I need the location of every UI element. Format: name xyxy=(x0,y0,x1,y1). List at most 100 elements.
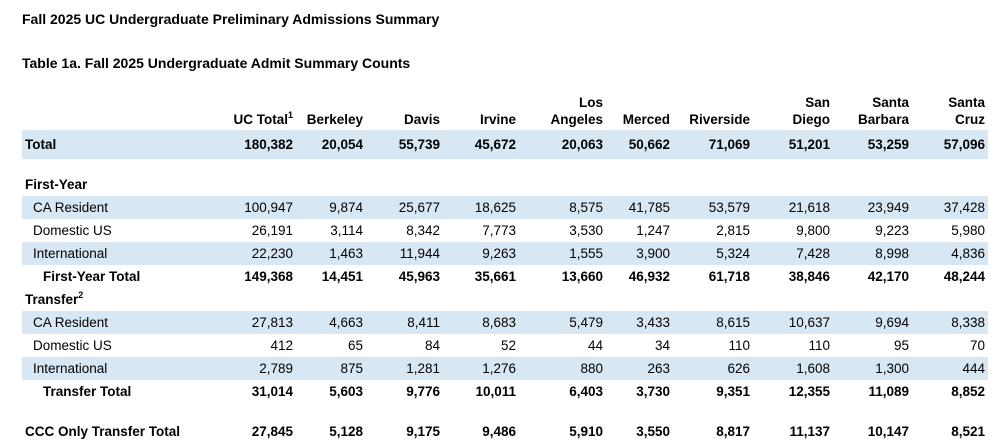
cell-international-los-angeles: 1,555 xyxy=(569,246,603,261)
row-label: First-Year Total xyxy=(43,269,141,284)
cell-transfer-total-santa-cruz: 8,852 xyxy=(951,384,985,399)
cell-domestic-us-santa-cruz: 5,980 xyxy=(951,223,985,238)
cell-international-santa-cruz: 444 xyxy=(962,361,985,376)
cell-transfer-total-uc-total: 31,014 xyxy=(251,384,293,399)
spacer-row xyxy=(22,403,988,417)
cell-domestic-us-santa-barbara: 9,223 xyxy=(875,223,909,238)
cell-ca-resident-irvine: 8,683 xyxy=(482,315,516,330)
cell-transfer-total-irvine: 10,011 xyxy=(475,384,516,399)
cell-domestic-us-berkeley: 3,114 xyxy=(330,223,363,238)
spacer-row xyxy=(22,159,988,173)
cell-transfer-total-san-diego: 12,355 xyxy=(788,384,830,399)
cell-international-santa-barbara: 1,300 xyxy=(875,361,909,376)
table-row-6-first-year-total: First-Year Total 149,368 14,451 45,963 35,66… xyxy=(22,265,988,288)
row-label: Transfer Total xyxy=(43,384,132,399)
cell-first-year-total-uc-total: 149,368 xyxy=(244,269,293,284)
column-header-santa-cruz: Santa Cruz xyxy=(948,95,985,127)
cell-ca-resident-uc-total: 100,947 xyxy=(244,200,293,215)
cell-international-davis: 1,281 xyxy=(406,361,440,376)
cell-transfer-total-santa-barbara: 11,089 xyxy=(868,384,909,399)
table-row-3-ca-resident: CA Resident 100,947 9,874 25,677 18,625 8,575… xyxy=(22,196,988,219)
cell-ca-resident-san-diego: 10,637 xyxy=(788,315,830,330)
cell-international-san-diego: 7,428 xyxy=(796,246,830,261)
cell-first-year-total-davis: 45,963 xyxy=(398,269,440,284)
cell-ca-resident-uc-total: 27,813 xyxy=(251,315,293,330)
cell-international-san-diego: 1,608 xyxy=(796,361,830,376)
column-header-santa-barbara: Santa Barbara xyxy=(857,95,909,127)
cell-international-riverside: 5,324 xyxy=(716,246,750,261)
cell-transfer-total-riverside: 9,351 xyxy=(716,384,750,399)
row-label: First-Year xyxy=(25,177,88,192)
cell-domestic-us-merced: 1,247 xyxy=(636,223,670,238)
cell-domestic-us-san-diego: 110 xyxy=(808,338,830,353)
table-row-4-domestic-us: Domestic US 26,191 3,114 8,342 7,773 3,530 1,2… xyxy=(22,219,988,242)
table-row-8-ca-resident: CA Resident 27,813 4,663 8,411 8,683 5,479 3,4… xyxy=(22,311,988,334)
cell-ca-resident-santa-barbara: 23,949 xyxy=(867,200,909,215)
cell-ccc-only-transfer-total-uc-total: 27,845 xyxy=(251,424,293,439)
cell-first-year-total-santa-barbara: 42,170 xyxy=(867,269,909,284)
cell-domestic-us-irvine: 7,773 xyxy=(482,223,516,238)
table-header: UC Total1 Berkeley Davis Irvine Los Angeles M… xyxy=(22,91,988,130)
cell-domestic-us-santa-barbara: 95 xyxy=(893,338,909,353)
table-row-11-transfer-total: Transfer Total 31,014 5,603 9,776 10,011 6,40… xyxy=(22,380,988,403)
cell-ca-resident-riverside: 8,615 xyxy=(716,315,750,330)
table-title: Table 1a. Fall 2025 Undergraduate Admit … xyxy=(22,55,411,71)
row-label: Domestic US xyxy=(33,338,112,353)
cell-domestic-us-los-angeles: 3,530 xyxy=(569,223,603,238)
cell-ccc-only-transfer-total-irvine: 9,486 xyxy=(482,424,516,439)
cell-ca-resident-santa-barbara: 9,694 xyxy=(875,315,909,330)
footnote-marker: 1 xyxy=(287,109,293,120)
header-label-spacer xyxy=(22,91,214,130)
cell-transfer-total-davis: 9,776 xyxy=(406,384,440,399)
cell-domestic-us-uc-total: 412 xyxy=(270,338,293,353)
cell-domestic-us-san-diego: 9,800 xyxy=(796,223,830,238)
spacer-cell xyxy=(22,159,988,173)
table-row-10-international: International 2,789 875 1,281 1,276 880 263 626… xyxy=(22,357,988,380)
cell-international-uc-total: 22,230 xyxy=(251,246,293,261)
column-header-davis: Davis xyxy=(403,112,440,127)
cell-ca-resident-davis: 25,677 xyxy=(398,200,440,215)
cell-domestic-us-santa-cruz: 70 xyxy=(969,338,985,353)
cell-international-berkeley: 1,463 xyxy=(329,246,363,261)
cell-first-year-total-san-diego: 38,846 xyxy=(788,269,830,284)
cell-ca-resident-berkeley: 9,874 xyxy=(329,200,363,215)
cell-ca-resident-irvine: 18,625 xyxy=(474,200,516,215)
cell-ccc-only-transfer-total-santa-cruz: 8,521 xyxy=(951,424,985,439)
row-label: CCC Only Transfer Total xyxy=(25,424,181,439)
table-row-0-total: Total 180,382 20,054 55,739 45,672 20,063 50,6… xyxy=(22,130,988,159)
cell-total-uc-total: 180,382 xyxy=(244,137,293,152)
row-label: International xyxy=(33,246,108,261)
cell-domestic-us-berkeley: 65 xyxy=(347,338,363,353)
cell-transfer-total-los-angeles: 6,403 xyxy=(569,384,603,399)
cell-domestic-us-davis: 8,342 xyxy=(406,223,440,238)
cell-domestic-us-davis: 84 xyxy=(424,338,440,353)
cell-ccc-only-transfer-total-merced: 3,550 xyxy=(636,424,670,439)
cell-domestic-us-riverside: 110 xyxy=(728,338,750,353)
cell-first-year-total-merced: 46,932 xyxy=(628,269,670,284)
cell-international-santa-barbara: 8,998 xyxy=(875,246,909,261)
cell-first-year-total-berkeley: 14,451 xyxy=(321,269,363,284)
column-header-uc-total: UC Total1 xyxy=(233,109,293,127)
column-header-merced: Merced xyxy=(622,112,670,127)
cell-first-year-total-riverside: 61,718 xyxy=(708,269,750,284)
table-row-5-international: International 22,230 1,463 11,944 9,263 1,555… xyxy=(22,242,988,265)
cell-ca-resident-santa-cruz: 8,338 xyxy=(951,315,985,330)
cell-ca-resident-santa-cruz: 37,428 xyxy=(943,200,985,215)
cell-domestic-us-los-angeles: 44 xyxy=(587,338,603,353)
cell-ccc-only-transfer-total-davis: 9,175 xyxy=(406,424,440,439)
header-row: UC Total1 Berkeley Davis Irvine Los Angeles M… xyxy=(22,91,988,130)
table-body: Total 180,382 20,054 55,739 45,672 20,063 50,6… xyxy=(22,130,988,446)
cell-total-san-diego: 51,201 xyxy=(788,137,830,152)
cell-total-merced: 50,662 xyxy=(628,137,670,152)
cell-transfer-total-berkeley: 5,603 xyxy=(329,384,363,399)
cell-ca-resident-riverside: 53,579 xyxy=(708,200,750,215)
cell-international-merced: 263 xyxy=(647,361,670,376)
cell-international-uc-total: 2,789 xyxy=(259,361,293,376)
cell-domestic-us-merced: 34 xyxy=(654,338,670,353)
column-header-berkeley: Berkeley xyxy=(306,112,363,127)
cell-first-year-total-santa-cruz: 48,244 xyxy=(943,269,985,284)
cell-ccc-only-transfer-total-berkeley: 5,128 xyxy=(329,424,363,439)
cell-international-irvine: 1,276 xyxy=(482,361,516,376)
cell-ca-resident-merced: 3,433 xyxy=(636,315,670,330)
